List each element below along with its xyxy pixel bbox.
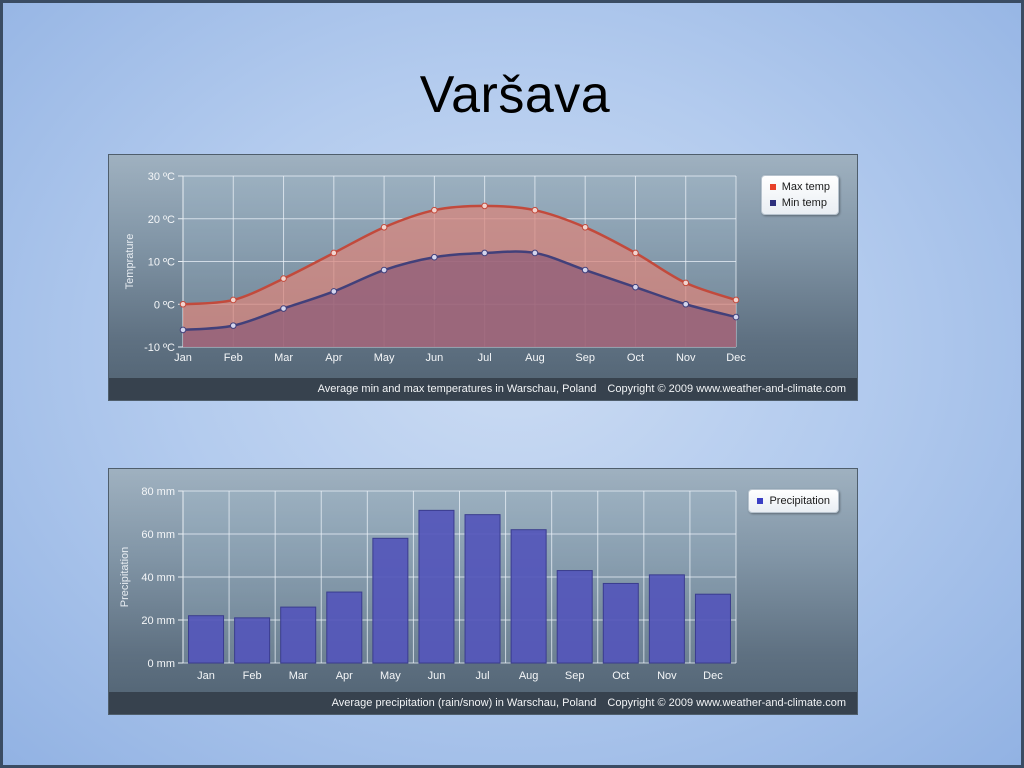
precipitation-bar: [234, 617, 271, 664]
x-tick-label: Oct: [612, 670, 629, 682]
x-tick-label: Mar: [289, 670, 308, 682]
min-temp-point: [280, 305, 287, 312]
precipitation-bar: [694, 593, 731, 664]
max-temp-line: [182, 204, 737, 306]
min-temp-swatch: [769, 200, 776, 206]
x-tick-label: Dec: [703, 670, 723, 682]
max-temp-point: [431, 206, 438, 214]
y-tick-label: 40 mm: [141, 572, 175, 584]
legend-item-max-temp: Max temp: [769, 179, 830, 195]
x-tick-label: Jul: [478, 352, 492, 364]
min-temp-point: [330, 288, 338, 295]
y-tick-label: 80 mm: [141, 486, 175, 498]
precipitation-bar: [602, 582, 639, 664]
precipitation-bar: [648, 574, 685, 664]
min-temp-point: [732, 313, 740, 321]
max-temp-point: [682, 279, 690, 287]
temperature-plot: -10 ºC 0 ºC 10 ºC 20 ºC 30 ºC Jan Feb Mar Apr May…: [124, 171, 746, 364]
x-tick-label: Sep: [575, 352, 595, 364]
max-temp-point: [330, 249, 338, 257]
max-temp-point: [481, 202, 488, 210]
x-tick-label: Aug: [519, 670, 539, 682]
temperature-legend: Max temp Min temp: [760, 175, 839, 215]
precipitation-bar: [372, 537, 409, 664]
legend-label-precipitation: Precipitation: [769, 495, 830, 507]
legend-item-precipitation: Precipitation: [757, 493, 830, 509]
min-temp-point: [682, 300, 690, 308]
min-temp-point: [581, 266, 589, 274]
y-tick-label: 0 ºC: [154, 299, 175, 311]
min-temp-point: [179, 326, 187, 334]
slide-title: Varšava: [419, 66, 611, 124]
y-tick-label: 0 mm: [148, 658, 176, 670]
x-tick-label: Nov: [657, 670, 677, 682]
legend-label-min-temp: Min temp: [781, 197, 827, 209]
precipitation-bar: [188, 615, 225, 664]
y-tick-label: 20 mm: [141, 615, 175, 627]
max-temp-swatch: [769, 184, 776, 190]
x-tick-label: Apr: [325, 352, 342, 364]
precipitation-bar: [418, 509, 455, 664]
min-temp-point: [632, 283, 639, 291]
precipitation-legend: Precipitation: [748, 489, 839, 513]
precipitation-swatch: [757, 498, 764, 504]
precipitation-bar: [326, 591, 363, 664]
precipitation-bar: [280, 606, 317, 664]
temperature-chart: -10 ºC 0 ºC 10 ºC 20 ºC 30 ºC Jan Feb Mar Apr May…: [108, 154, 858, 401]
x-tick-label: May: [374, 352, 395, 364]
precipitation-bar: [464, 514, 501, 664]
min-temp-line: [182, 250, 737, 332]
x-tick-label: Jun: [428, 670, 446, 682]
min-temp-point: [531, 249, 539, 257]
max-temp-point: [280, 275, 287, 282]
max-temp-point: [531, 206, 539, 214]
precipitation-bar: [510, 529, 547, 664]
x-tick-label: Apr: [336, 670, 353, 682]
x-tick-label: Feb: [243, 670, 262, 682]
y-axis-label: Temprature: [124, 234, 136, 290]
y-axis-label: Precipitation: [119, 547, 131, 608]
temperature-copyright: Copyright © 2009 www.weather-and-climate…: [607, 383, 846, 395]
y-tick-label: 20 ºC: [148, 214, 175, 226]
max-temp-point: [229, 296, 237, 304]
y-tick-label: -10 ºC: [144, 342, 175, 354]
x-tick-label: Oct: [627, 352, 644, 364]
x-tick-label: May: [380, 670, 401, 682]
precipitation-bar: [556, 570, 593, 664]
max-temp-point: [581, 224, 589, 231]
temperature-caption: Average min and max temperatures in Wars…: [317, 383, 597, 395]
x-tick-label: Jan: [197, 670, 215, 682]
legend-label-max-temp: Max temp: [781, 181, 830, 193]
x-tick-label: Dec: [726, 352, 746, 364]
min-temp-point: [481, 249, 488, 257]
x-tick-label: Feb: [224, 352, 243, 364]
max-temp-point: [179, 300, 187, 308]
y-tick-label: 30 ºC: [148, 171, 175, 183]
x-tick-label: Mar: [274, 352, 293, 364]
precipitation-chart: 0 mm 20 mm 40 mm 60 mm 80 mm Jan Feb Mar Apr May J…: [108, 468, 858, 715]
x-tick-label: Sep: [565, 670, 585, 682]
legend-item-min-temp: Min temp: [769, 195, 830, 211]
x-tick-label: Jun: [425, 352, 443, 364]
y-tick-label: 60 mm: [141, 529, 175, 541]
precipitation-copyright: Copyright © 2009 www.weather-and-climate…: [607, 697, 846, 709]
max-temp-point: [732, 296, 740, 304]
x-tick-label: Jan: [174, 352, 192, 364]
temperature-footer: Average min and max temperatures in Wars…: [109, 378, 857, 400]
max-temp-point: [380, 224, 388, 231]
x-tick-label: Nov: [676, 352, 696, 364]
min-temp-point: [229, 322, 237, 329]
max-temp-point: [632, 249, 639, 257]
precipitation-plot: 0 mm 20 mm 40 mm 60 mm 80 mm Jan Feb Mar Apr May J…: [119, 486, 737, 682]
x-tick-label: Jul: [476, 670, 490, 682]
y-tick-label: 10 ºC: [148, 257, 175, 269]
precipitation-footer: Average precipitation (rain/snow) in War…: [109, 692, 857, 714]
x-tick-label: Aug: [525, 352, 545, 364]
precipitation-caption: Average precipitation (rain/snow) in War…: [331, 697, 597, 709]
min-temp-point: [431, 253, 438, 261]
min-temp-point: [380, 266, 388, 274]
